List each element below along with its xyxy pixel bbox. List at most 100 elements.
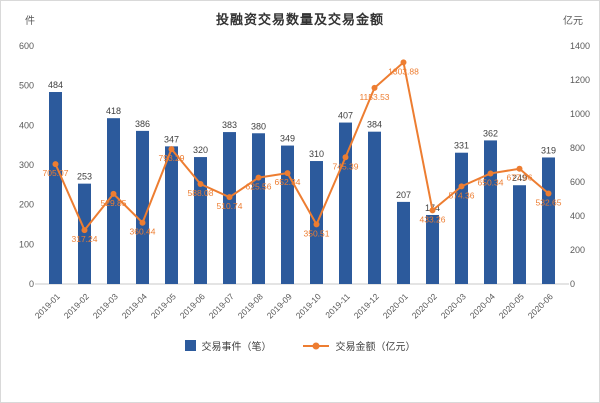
bar-value-label: 347: [164, 134, 179, 144]
right-axis-tick-label: 1200: [570, 75, 590, 85]
x-axis-label: 2020-03: [439, 291, 468, 320]
line-value-label: 793.29: [159, 153, 185, 163]
x-axis-label: 2019-09: [265, 291, 294, 320]
line-point: [197, 181, 204, 188]
x-axis-label: 2019-02: [62, 291, 91, 320]
bar: [78, 183, 91, 284]
line-point: [255, 174, 262, 181]
x-axis-label: 2019-12: [352, 291, 381, 320]
line-value-label: 532.65: [536, 197, 562, 207]
left-axis-tick-label: 200: [19, 200, 34, 210]
line-value-label: 1303.88: [388, 66, 419, 76]
line-point: [458, 183, 465, 190]
bar-value-label: 310: [309, 149, 324, 159]
bar-series-swatch: [184, 340, 196, 351]
x-axis-label: 2019-08: [236, 291, 265, 320]
line-point: [342, 154, 349, 161]
line-point: [487, 170, 494, 177]
right-axis-unit-label: 亿元: [563, 16, 583, 27]
x-axis-label: 2019-04: [120, 291, 149, 320]
right-axis-tick-label: 600: [570, 177, 585, 187]
x-axis-label: 2020-01: [381, 291, 410, 320]
line-series-swatch: [302, 342, 329, 349]
x-axis-label: 2019-05: [149, 291, 178, 320]
bar: [165, 146, 178, 284]
right-axis-tick-label: 1400: [570, 41, 590, 51]
bar: [281, 145, 294, 284]
bar-value-label: 331: [454, 141, 469, 151]
bar-value-label: 320: [193, 145, 208, 155]
bar-value-label: 253: [77, 172, 92, 182]
x-axis-label: 2019-01: [33, 291, 62, 320]
line-value-label: 652.34: [275, 177, 301, 187]
line-value-label: 1153.53: [359, 92, 389, 102]
bar-value-label: 249: [512, 173, 527, 183]
line-point: [110, 190, 117, 197]
line-point: [52, 161, 59, 168]
bar-value-label: 319: [541, 145, 556, 155]
line-series: [54, 61, 550, 232]
bar-value-label: 380: [251, 121, 266, 131]
line-value-label: 650.34: [478, 177, 504, 187]
bar-value-label: 407: [338, 111, 353, 121]
line-value-label: 360.44: [130, 227, 156, 237]
line-point: [139, 219, 146, 226]
bar: [484, 140, 497, 284]
chart-title: 投融资交易数量及交易金额: [215, 12, 384, 27]
right-axis-tick-label: 0: [570, 279, 575, 289]
bar: [194, 157, 207, 284]
x-axis-label: 2020-04: [468, 291, 497, 320]
bar-value-label: 207: [396, 190, 411, 200]
bar: [107, 118, 120, 285]
right-axis-tick-label: 800: [570, 143, 585, 153]
bar-value-label: 484: [48, 80, 63, 90]
line-value-label: 677.96: [507, 173, 533, 183]
bar: [542, 157, 555, 284]
bar: [513, 185, 526, 284]
line-point: [284, 170, 291, 177]
bar-value-label: 418: [106, 106, 121, 116]
legend-label-bars: 交易事件（笔）: [201, 342, 272, 353]
bar: [397, 201, 410, 284]
left-axis-tick-label: 300: [19, 160, 34, 170]
right-axis-tick-label: 200: [570, 245, 585, 255]
bar: [223, 132, 236, 284]
left-axis-tick-label: 500: [19, 81, 34, 91]
line-point: [545, 190, 552, 197]
bar: [426, 214, 439, 284]
line-point: [371, 84, 378, 91]
left-axis-tick-label: 0: [29, 279, 34, 289]
line-point: [81, 227, 88, 234]
line-point: [400, 59, 407, 66]
bar-value-label: 384: [367, 120, 382, 130]
line-value-label: 705.07: [43, 168, 69, 178]
legend-item-line: 交易金额（亿元）: [302, 338, 416, 353]
bar-value-label: 386: [135, 119, 150, 129]
line-value-label: 588.08: [188, 188, 214, 198]
line-value-label: 745.39: [333, 161, 359, 171]
bar-value-label: 383: [222, 120, 237, 130]
right-axis-tick-label: 1000: [570, 109, 590, 119]
line-value-label: 625.56: [246, 182, 272, 192]
bar: [49, 92, 62, 284]
line-value-label: 433.26: [420, 214, 446, 224]
line-point: [429, 207, 436, 214]
bar: [136, 130, 149, 284]
legend-item-bars: 交易事件（笔）: [184, 338, 272, 353]
x-axis-label: 2019-10: [294, 291, 323, 320]
line-point: [313, 221, 320, 228]
bar-value-label: 349: [280, 134, 295, 144]
line-point: [168, 146, 175, 153]
right-axis-tick-label: 400: [570, 211, 585, 221]
bar: [455, 152, 468, 284]
bar: [252, 133, 265, 284]
line-value-label: 574.36: [449, 190, 475, 200]
x-axis-label: 2019-06: [178, 291, 207, 320]
line-value-label: 317.24: [72, 234, 98, 244]
x-axis-label: 2019-07: [207, 291, 236, 320]
line-value-label: 529.85: [101, 198, 127, 208]
legend: 交易事件（笔） 交易金额（亿元）: [1, 338, 599, 353]
left-axis-unit-label: 件: [25, 16, 35, 27]
